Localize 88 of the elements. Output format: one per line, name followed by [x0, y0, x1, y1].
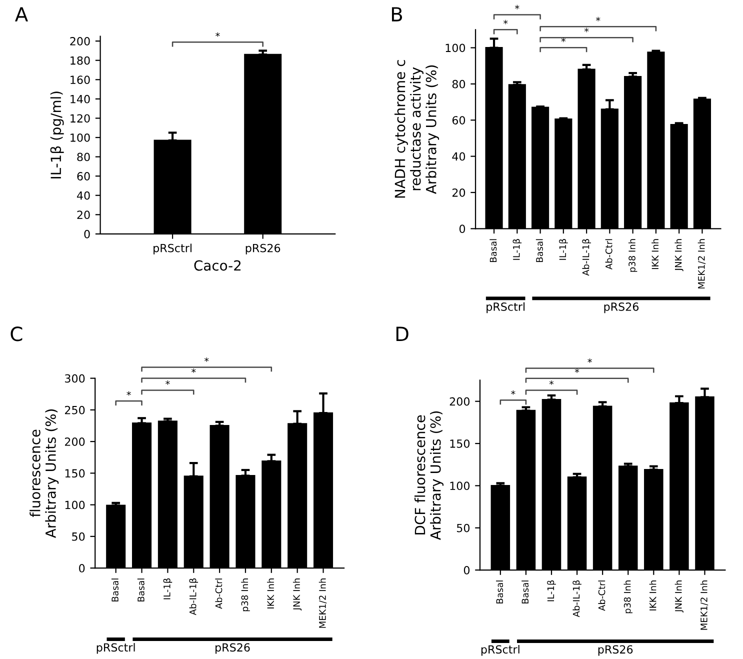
text: * [596, 16, 600, 22]
x-tick-label: IL-1β [163, 578, 172, 600]
y-tick-label: 250 [64, 406, 85, 414]
y-tick-label: 60 [452, 116, 466, 124]
x-tick-label: p38 Inh [241, 578, 250, 612]
x-tick-label: Ab-Ctrl [598, 580, 606, 611]
text: * [191, 368, 196, 373]
y-tick-label: 60 [77, 172, 90, 180]
x-tick-label: Basal [490, 239, 497, 262]
y-tick-label: 140 [70, 94, 90, 104]
annotation: * [511, 390, 516, 395]
y-axis-title: NADH cytochrome c reductase activity Arbitrary Units (%) [394, 60, 440, 198]
x-tick-label: pRS26 [246, 244, 280, 254]
x-tick-label: Basal [536, 239, 543, 262]
text: pRS26 [604, 302, 639, 314]
x-tick-label: pRSctrl [154, 244, 192, 254]
annotation: * [584, 28, 589, 32]
annotation: * [166, 380, 170, 385]
x-tick-label: MEK1/2 Inh [700, 580, 708, 630]
text: pRSctrl [481, 645, 520, 656]
x-tick-label: Ab-IL-1β [582, 239, 591, 276]
y-tick-label: 40 [76, 191, 90, 200]
text: * [515, 4, 520, 10]
y-tick-label: 160 [70, 76, 90, 84]
x-axis-title: Caco-2 [194, 260, 241, 271]
annotation: * [549, 380, 554, 385]
y-tick-label: 100 [450, 482, 470, 490]
y-tick-label: 200 [450, 397, 470, 406]
y-tick-label: 50 [72, 532, 85, 541]
x-tick-label: Ab-Ctrl [215, 578, 222, 609]
x-tick-label: MEK1/2 Inh [698, 239, 706, 288]
x-tick-label: p38 Inh [624, 580, 632, 614]
x-tick-label: Ab-IL-1β [572, 580, 582, 618]
text: pRS26 [598, 645, 633, 656]
y-axis-title: fluorescence Arbitrary Units (%) [30, 409, 59, 538]
y-tick-label: 100 [70, 133, 90, 142]
y-tick-label: 150 [65, 469, 85, 478]
x-tick-label: Ab-IL-1β [189, 578, 198, 616]
y-tick-label: 100 [446, 44, 466, 52]
y-tick-label: 0 [464, 566, 470, 574]
y-tick-label: 180 [70, 56, 90, 65]
y-tick-label: 20 [77, 210, 90, 220]
x-tick-label: JNK Inh [674, 580, 684, 613]
text: * [204, 357, 209, 362]
y-axis-title: IL-1β (pg/ml) [50, 92, 64, 178]
y-tick-label: 80 [77, 152, 90, 162]
y-tick-label: 0 [79, 564, 85, 572]
chart-title: A [15, 7, 28, 22]
x-tick-label: MEK1/2 Inh [318, 578, 327, 628]
x-tick-label: Basal [137, 578, 144, 602]
text: * [588, 358, 592, 363]
y-tick-label: 150 [450, 439, 470, 448]
x-tick-label: IKK Inh [649, 580, 656, 610]
x-tick-label: IL-1β [547, 580, 556, 602]
annotation: * [216, 32, 220, 37]
text: pRSctrl [96, 643, 135, 654]
y-tick-label: 120 [70, 114, 90, 123]
y-tick-label: 80 [452, 80, 466, 88]
x-tick-label: JNK Inh [292, 578, 302, 611]
y-tick-label: 200 [70, 37, 90, 46]
y-tick-label: 20 [452, 188, 466, 197]
x-tick-label: IKK Inh [652, 239, 658, 269]
y-tick-label: 40 [452, 152, 466, 161]
y-tick-label: 100 [65, 500, 85, 510]
chart-title: C [10, 326, 22, 342]
annotation: * [561, 38, 566, 42]
y-tick-label: 50 [456, 524, 470, 532]
x-tick-label: JNK Inh [674, 239, 684, 272]
text: * [574, 368, 580, 373]
y-tick-label: 300 [65, 374, 85, 383]
annotation: * [126, 391, 131, 396]
text: * [503, 20, 508, 24]
x-tick-label: Basal [522, 580, 529, 604]
text: pRS26 [216, 643, 250, 654]
x-tick-label: Basal [111, 578, 118, 602]
x-tick-label: IL-1β [512, 239, 522, 260]
x-tick-label: Ab-Ctrl [605, 239, 612, 270]
chart-title: D [396, 326, 408, 341]
y-axis-title: DCF fluorescence Arbitrary Units (%) [414, 411, 444, 540]
x-tick-label: IL-1β [559, 239, 568, 260]
x-tick-label: Basal [496, 580, 504, 604]
x-tick-label: p38 Inh [628, 239, 638, 272]
y-tick-label: 0 [84, 230, 90, 238]
text: pRSctrl [486, 302, 525, 314]
y-tick-label: 0 [459, 224, 466, 234]
x-tick-label: IKK Inh [267, 578, 274, 608]
chart-title: B [392, 7, 402, 22]
y-tick-label: 200 [64, 438, 85, 446]
